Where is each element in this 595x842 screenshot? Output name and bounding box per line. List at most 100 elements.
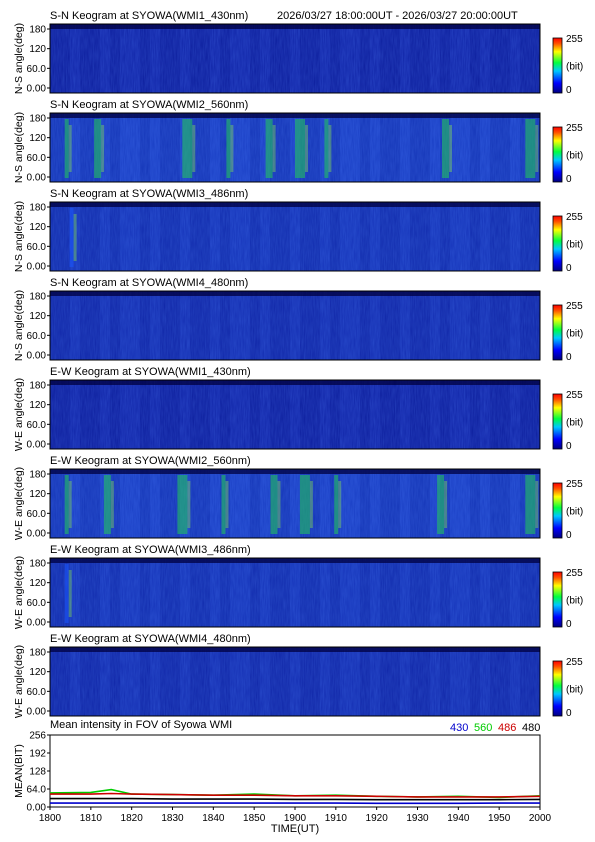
keogram-band xyxy=(460,558,470,627)
keogram-band xyxy=(300,291,310,360)
colorbar-max-label: 255 xyxy=(566,123,583,134)
keogram-band xyxy=(230,291,240,360)
keogram-band xyxy=(340,469,350,538)
panel-frame xyxy=(49,201,541,272)
keogram-top-band xyxy=(50,291,540,296)
aurora-streak xyxy=(226,119,231,178)
keogram-band xyxy=(350,202,360,271)
keogram-band xyxy=(90,202,100,271)
keogram-band xyxy=(420,24,430,93)
keogram-band xyxy=(110,24,120,93)
keogram-band xyxy=(350,113,360,182)
keogram-band xyxy=(170,202,180,271)
keogram-band xyxy=(280,469,290,538)
keogram-band xyxy=(420,380,430,449)
keogram-band xyxy=(210,113,220,182)
x-axis-label: TIME(UT) xyxy=(271,823,319,835)
keogram-panel-6: E-W Keogram at SYOWA(WMI2_560nm) 180 120 60… xyxy=(13,455,583,541)
keogram-band xyxy=(350,24,360,93)
keogram-band xyxy=(200,202,210,271)
panel-title: S-N Keogram at SYOWA(WMI1_430nm) xyxy=(50,10,248,22)
keogram-band xyxy=(450,469,460,538)
keogram-band xyxy=(480,469,490,538)
colorbar-unit-label: (bit) xyxy=(566,596,583,607)
keogram-band xyxy=(380,469,390,538)
colorbar-unit-label: (bit) xyxy=(566,685,583,696)
keogram-band xyxy=(450,291,460,360)
keogram-band xyxy=(350,469,360,538)
keogram-band xyxy=(100,291,110,360)
keogram-band xyxy=(360,291,370,360)
keogram-band xyxy=(90,24,100,93)
keogram-band xyxy=(320,380,330,449)
y-tick-label: 64.0 xyxy=(27,785,47,796)
colorbar xyxy=(552,304,563,361)
keogram-top-band xyxy=(50,202,540,207)
keogram-band xyxy=(110,380,120,449)
keogram-band xyxy=(450,647,460,716)
keogram-band xyxy=(240,113,250,182)
keogram-band xyxy=(460,380,470,449)
keogram-band xyxy=(80,24,90,93)
panel-title: S-N Keogram at SYOWA(WMI4_480nm) xyxy=(50,277,248,289)
panel-title: S-N Keogram at SYOWA(WMI3_486nm) xyxy=(50,188,248,200)
x-tick-label: 1930 xyxy=(406,813,429,824)
keogram-band xyxy=(140,291,150,360)
keogram-band xyxy=(260,469,270,538)
panel-frame xyxy=(49,468,541,539)
keogram-band xyxy=(410,380,420,449)
keogram-band xyxy=(220,380,230,449)
y-axis-label: N-S angle(deg) xyxy=(13,201,25,272)
mean-intensity-plot: Mean intensity in FOV of Syowa WMI 430 560… xyxy=(13,719,552,835)
keogram-band xyxy=(180,202,190,271)
keogram-band xyxy=(310,113,320,182)
keogram-band xyxy=(360,24,370,93)
keogram-band xyxy=(400,647,410,716)
y-tick-label: 180 xyxy=(29,292,46,303)
keogram-band xyxy=(120,113,130,182)
y-axis-label: MEAN(BIT) xyxy=(13,744,25,798)
colorbar xyxy=(552,37,563,94)
keogram-band xyxy=(50,113,60,182)
keogram-band xyxy=(470,113,480,182)
keogram-texture xyxy=(50,647,540,716)
keogram-band xyxy=(330,291,340,360)
keogram-top-band xyxy=(50,24,540,29)
keogram-top-band xyxy=(50,558,540,563)
series-line-486 xyxy=(50,792,541,798)
keogram-band xyxy=(450,558,460,627)
keogram-band xyxy=(350,647,360,716)
aurora-streak xyxy=(221,475,226,534)
keogram-band xyxy=(70,469,80,538)
y-tick-label: 0.00 xyxy=(27,803,47,814)
keogram-band xyxy=(480,202,490,271)
aurora-streak-core xyxy=(68,125,72,172)
x-tick-label: 1900 xyxy=(284,813,307,824)
keogram-band xyxy=(500,113,510,182)
keogram-band xyxy=(280,24,290,93)
keogram-band xyxy=(520,202,530,271)
keogram-band xyxy=(60,202,70,271)
keogram-band xyxy=(240,469,250,538)
y-tick-label: 0.00 xyxy=(27,173,47,184)
y-tick-label: 128 xyxy=(29,767,46,778)
colorbar-max-label: 255 xyxy=(566,390,583,401)
aurora-streak xyxy=(103,475,111,534)
keogram-band xyxy=(200,380,210,449)
keogram-texture xyxy=(50,469,540,538)
y-axis-label: W-E angle(deg) xyxy=(13,467,25,540)
keogram-band xyxy=(180,291,190,360)
keogram-band xyxy=(490,113,500,182)
keogram-band xyxy=(120,202,130,271)
keogram-band xyxy=(260,558,270,627)
keogram-band xyxy=(210,469,220,538)
keogram-band xyxy=(230,469,240,538)
aurora-streak-core xyxy=(535,125,539,172)
x-tick-label: 1830 xyxy=(161,813,184,824)
keogram-band xyxy=(400,380,410,449)
colorbar-unit-label: (bit) xyxy=(566,151,583,162)
keogram-texture xyxy=(50,291,540,360)
keogram-band xyxy=(300,202,310,271)
keogram-band xyxy=(290,291,300,360)
keogram-band xyxy=(390,202,400,271)
